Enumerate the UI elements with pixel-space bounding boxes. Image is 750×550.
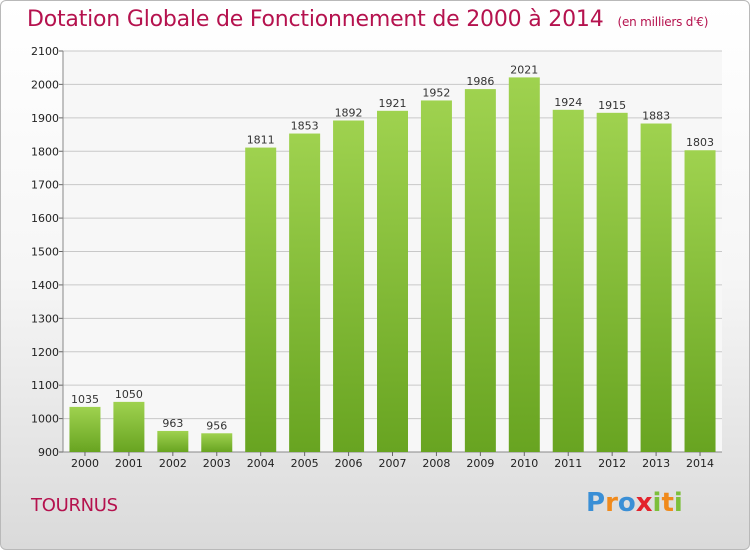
data-label: 1035 [71, 393, 99, 406]
data-label: 1915 [598, 99, 626, 112]
x-tick-label: 2003 [203, 457, 231, 470]
title-text: Dotation Globale de Fonctionnement de 20… [27, 7, 604, 32]
units-label: (en milliers d'€) [617, 15, 709, 29]
x-tick-label: 2013 [642, 457, 670, 470]
logo-letter: P [586, 488, 606, 518]
data-label: 1924 [554, 96, 582, 109]
y-tick-label: 1900 [31, 112, 59, 125]
y-tick-label: 900 [38, 446, 59, 459]
bar [552, 109, 584, 453]
bar [69, 406, 101, 452]
x-tick-label: 2009 [466, 457, 494, 470]
data-label: 1853 [291, 120, 319, 133]
logo-letter: i [652, 488, 662, 518]
logo-letter: x [635, 488, 653, 518]
logo-letter: o [617, 488, 636, 518]
x-tick-label: 2007 [379, 457, 407, 470]
bar [684, 150, 716, 452]
logo-letter: t [661, 488, 674, 518]
logo-letter: i [673, 488, 683, 518]
x-tick-label: 2008 [422, 457, 450, 470]
x-tick-label: 2006 [335, 457, 363, 470]
bar [377, 110, 408, 453]
proxiti-logo: Proxiti [586, 488, 683, 518]
y-tick-label: 1700 [31, 179, 59, 192]
x-tick-label: 2010 [510, 457, 538, 470]
y-tick-label: 1500 [31, 246, 59, 259]
y-tick-label: 1200 [31, 346, 59, 359]
data-label: 1050 [115, 388, 143, 401]
x-tick-label: 2004 [247, 457, 275, 470]
x-tick-label: 2005 [291, 457, 319, 470]
bar [596, 112, 628, 452]
bar [245, 147, 277, 453]
y-tick-label: 2100 [31, 45, 59, 58]
y-tick-label: 1600 [31, 212, 59, 225]
data-label: 1811 [247, 134, 275, 147]
y-tick-label: 2000 [31, 78, 59, 91]
bar [420, 100, 452, 452]
commune-name: TOURNUS [31, 495, 118, 516]
data-label: 1952 [422, 86, 450, 99]
data-label: 1921 [379, 97, 407, 110]
bar [289, 133, 321, 452]
data-label: 956 [206, 419, 227, 432]
bar [333, 120, 365, 453]
x-tick-label: 2002 [159, 457, 187, 470]
data-label: 2021 [510, 63, 538, 76]
bar [640, 123, 672, 453]
bar [508, 77, 540, 452]
bar [113, 401, 145, 452]
y-tick-label: 1300 [31, 312, 59, 325]
chart-title: Dotation Globale de Fonctionnement de 20… [27, 7, 708, 32]
x-tick-label: 2000 [71, 457, 99, 470]
y-tick-label: 1400 [31, 279, 59, 292]
data-label: 963 [162, 417, 183, 430]
bar [157, 430, 189, 452]
bar [201, 433, 233, 452]
data-label: 1883 [642, 110, 670, 123]
data-label: 1803 [686, 136, 714, 149]
logo-letter: r [605, 488, 618, 518]
bar [464, 89, 496, 452]
data-label: 1892 [335, 107, 363, 120]
x-tick-label: 2014 [686, 457, 714, 470]
y-tick-label: 1000 [31, 413, 59, 426]
x-tick-label: 2011 [554, 457, 582, 470]
x-tick-label: 2012 [598, 457, 626, 470]
data-label: 1986 [466, 75, 494, 88]
x-tick-label: 2001 [115, 457, 143, 470]
y-tick-label: 1800 [31, 145, 59, 158]
y-tick-label: 1100 [31, 379, 59, 392]
